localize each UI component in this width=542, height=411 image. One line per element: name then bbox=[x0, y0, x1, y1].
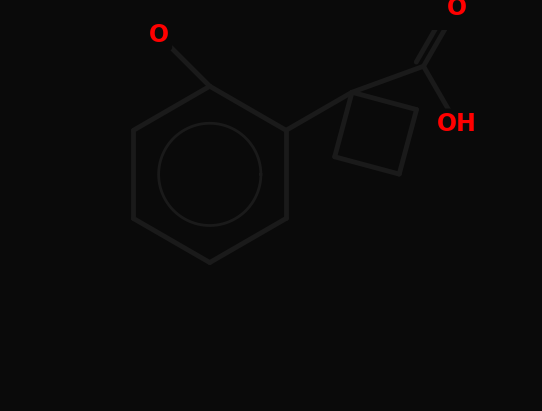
Text: O: O bbox=[447, 0, 467, 21]
Text: O: O bbox=[149, 23, 169, 47]
Text: OH: OH bbox=[437, 112, 477, 136]
